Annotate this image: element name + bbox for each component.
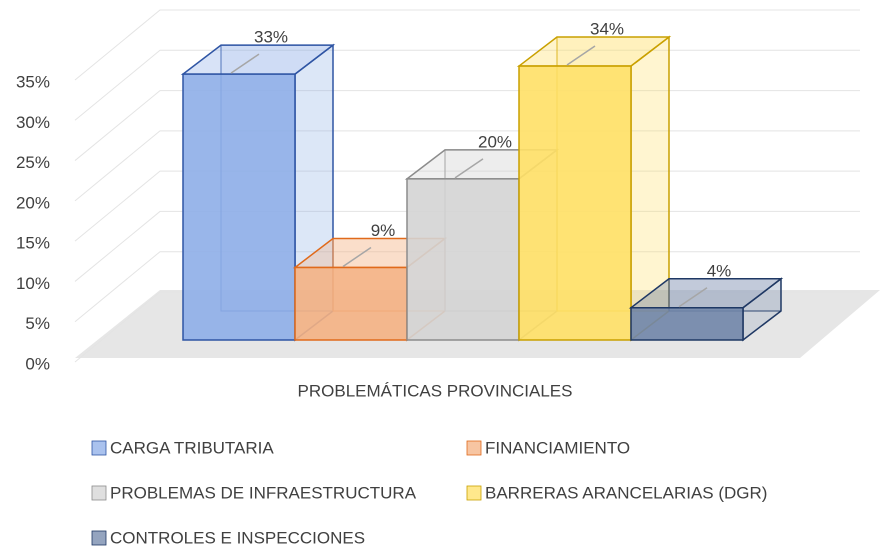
grid-line <box>74 49 860 121</box>
bar <box>182 73 296 341</box>
x-axis-label: PROBLEMÁTICAS PROVINCIALES <box>298 381 573 400</box>
y-tick-label: 0% <box>25 354 50 373</box>
data-label: 9% <box>371 221 396 240</box>
legend-swatch <box>91 530 107 546</box>
data-label: 20% <box>478 132 512 151</box>
legend-swatch <box>91 485 107 501</box>
bar <box>630 307 744 341</box>
label-leader <box>678 287 708 308</box>
label-leader <box>342 246 372 268</box>
y-tick-label: 10% <box>16 274 50 293</box>
label-leader <box>566 45 596 66</box>
y-tick-label: 5% <box>25 314 50 333</box>
y-tick-label: 30% <box>16 113 50 132</box>
legend-swatch <box>91 440 107 456</box>
data-label: 4% <box>707 261 732 280</box>
legend-label: PROBLEMAS DE INFRAESTRUCTURA <box>110 483 417 502</box>
legend-swatch <box>466 485 482 501</box>
y-tick-label: 15% <box>16 234 50 253</box>
legend-label: CARGA TRIBUTARIA <box>110 438 274 457</box>
data-label: 34% <box>590 20 624 39</box>
legend-label: BARRERAS ARANCELARIAS (DGR) <box>485 483 767 502</box>
legend-swatch <box>466 440 482 456</box>
y-tick-label: 35% <box>16 72 50 91</box>
y-tick-label: 20% <box>16 193 50 212</box>
legend-label: FINANCIAMIENTO <box>485 438 630 457</box>
label-leader <box>230 53 260 74</box>
grid-line <box>74 9 860 81</box>
bar <box>294 266 408 341</box>
label-leader <box>454 158 484 179</box>
bar <box>406 178 520 341</box>
legend-label: CONTROLES E INSPECCIONES <box>110 528 365 547</box>
bar <box>518 65 632 341</box>
data-label: 33% <box>254 28 288 47</box>
y-tick-label: 25% <box>16 153 50 172</box>
